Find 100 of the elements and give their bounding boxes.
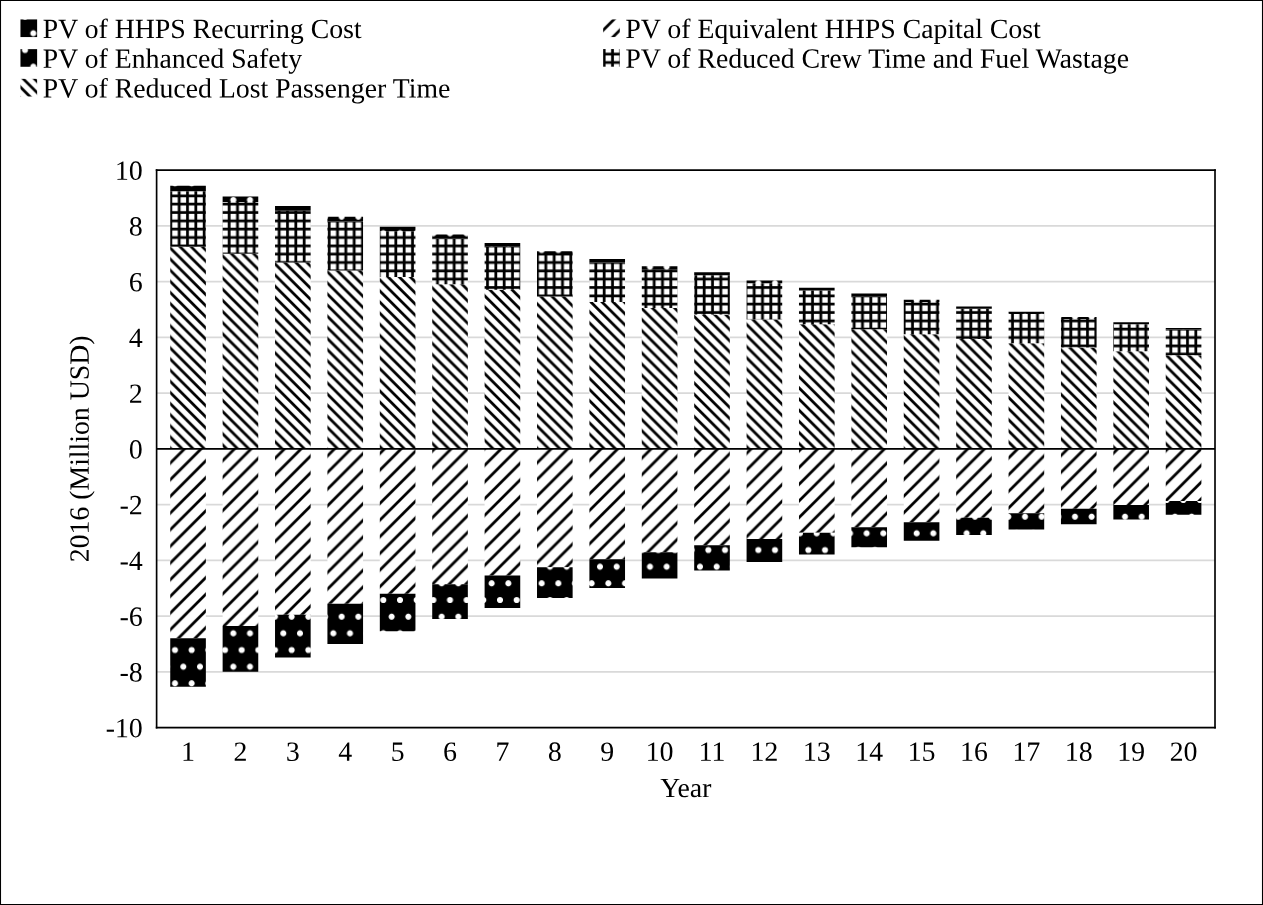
x-tick-label: 20 (1170, 742, 1197, 762)
bar (1113, 351, 1149, 449)
bar (956, 339, 992, 449)
bar (903, 301, 940, 335)
bar (1165, 501, 1202, 515)
bar (484, 448, 521, 576)
bar (694, 545, 730, 571)
bar (641, 269, 678, 309)
x-tick-label: 14 (857, 742, 883, 761)
bar (537, 448, 573, 568)
bar (170, 185, 206, 192)
bar (327, 221, 364, 271)
bar (484, 242, 521, 247)
bar (275, 448, 311, 615)
bar (1060, 347, 1097, 449)
bar (589, 262, 626, 302)
bar (746, 448, 783, 539)
x-tick-label: 16 (962, 742, 988, 762)
legend-label: PV of Reduced Crew Time and Fuel Wastage (626, 48, 1129, 74)
bar (746, 283, 783, 320)
bar (1008, 513, 1045, 530)
bar (903, 522, 940, 541)
bar (222, 201, 259, 254)
x-tick-label: 11 (701, 742, 724, 761)
bar (798, 448, 835, 533)
bar (956, 448, 992, 518)
bar (275, 206, 311, 211)
y-tick-label: 8 (129, 217, 142, 236)
x-axis-title: Year (660, 778, 712, 798)
bar (275, 262, 311, 449)
bar (903, 334, 940, 449)
x-tick-label: 7 (497, 742, 509, 761)
bar (484, 289, 521, 449)
bar (170, 191, 206, 247)
bar (1060, 508, 1097, 525)
x-tick-label: 15 (910, 742, 935, 762)
x-tick-label: 8 (548, 742, 561, 762)
bar (1165, 329, 1202, 356)
y-tick-label: -4 (120, 551, 143, 571)
bar (589, 301, 626, 449)
y-tick-label: -10 (106, 718, 142, 738)
bar (956, 517, 992, 536)
x-tick-label: 2 (234, 742, 246, 761)
legend-label: PV of Enhanced Safety (43, 48, 303, 74)
bar (379, 448, 416, 594)
bar (851, 527, 888, 548)
x-tick-label: 10 (648, 742, 673, 762)
bar (851, 329, 888, 449)
x-tick-label: 19 (1119, 742, 1144, 762)
y-tick-label: -2 (120, 495, 142, 515)
bar (275, 210, 311, 263)
bar (746, 319, 783, 449)
bar (1008, 448, 1045, 514)
bar (327, 270, 364, 449)
y-tick-label: 6 (130, 272, 142, 292)
bar (589, 448, 626, 560)
y-tick-label: 0 (129, 440, 142, 459)
x-tick-label: 3 (287, 742, 299, 762)
x-tick-label: 1 (183, 742, 194, 761)
x-tick-label: 17 (1014, 742, 1040, 761)
bar (432, 284, 468, 449)
bar (537, 254, 573, 297)
bar (851, 296, 888, 330)
y-tick-label: -6 (120, 607, 142, 627)
bar (903, 448, 940, 523)
y-axis-title: 2016 (Million USD) (69, 336, 95, 562)
bar (170, 246, 206, 449)
bar (275, 614, 311, 658)
bar (694, 448, 730, 546)
bar (1008, 313, 1045, 344)
x-tick-label: 13 (805, 742, 830, 762)
x-tick-label: 9 (601, 742, 614, 762)
bar (798, 287, 835, 291)
bar (1008, 343, 1045, 449)
bar (432, 448, 468, 585)
bar (379, 276, 416, 449)
bar (956, 308, 992, 340)
bar (222, 196, 259, 202)
bar (694, 272, 730, 276)
bar (1113, 324, 1149, 352)
bar (956, 306, 992, 309)
bar (1113, 448, 1149, 505)
bar (798, 290, 835, 325)
legend-label: PV of Reduced Lost Passenger Time (43, 77, 450, 104)
bar (170, 638, 206, 687)
bar (589, 259, 626, 263)
bar (798, 324, 835, 449)
bar (694, 275, 730, 315)
bar (694, 314, 730, 449)
bar (222, 253, 259, 449)
bar (484, 246, 521, 290)
legend-label: PV of HHPS Recurring Cost (43, 18, 362, 45)
x-tick-label: 12 (752, 742, 777, 761)
bar (641, 448, 678, 553)
bar (222, 625, 259, 672)
bar (170, 448, 206, 639)
bar (1060, 318, 1097, 348)
bar (327, 603, 364, 644)
bar (641, 552, 678, 579)
y-tick-label: -8 (120, 663, 142, 682)
